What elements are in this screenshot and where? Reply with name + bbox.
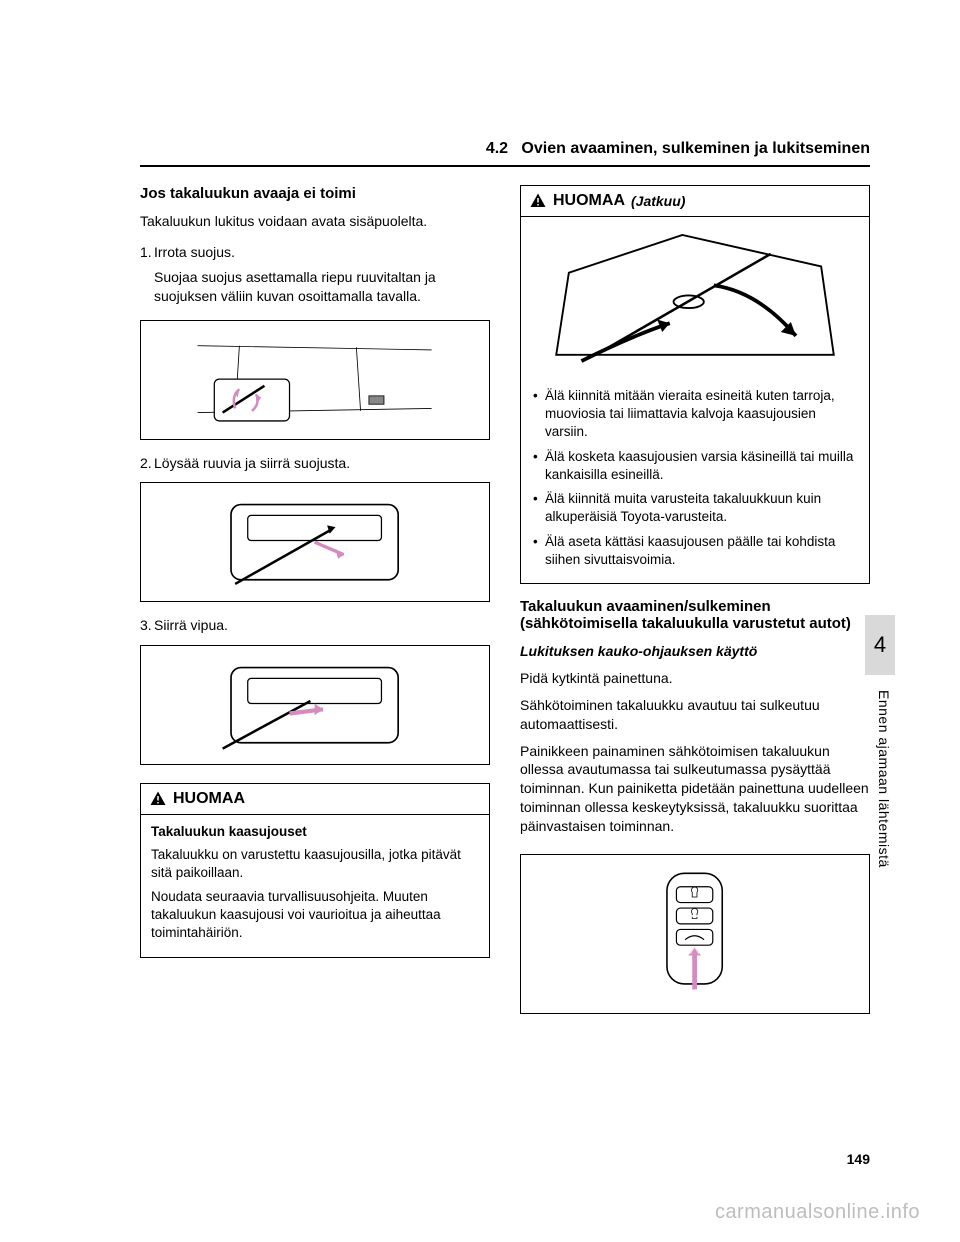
right-p2: Sähkötoiminen takaluukku avautuu tai sul… xyxy=(520,696,870,734)
notice-header-left: HUOMAA xyxy=(141,784,489,815)
notice-body-right: Älä kiinnitä mitään vieraita esineitä ku… xyxy=(521,217,869,583)
section-title: Ovien avaaminen, sulkeminen ja lukitsemi… xyxy=(521,140,870,157)
warning-icon xyxy=(529,192,547,210)
step-3-number: 3. xyxy=(140,616,154,635)
page-header: 4.2 Ovien avaaminen, sulkeminen ja lukit… xyxy=(140,140,870,158)
page-number: 149 xyxy=(847,1151,870,1167)
notice-box-right: HUOMAA (Jatkuu) xyxy=(520,185,870,584)
right-subheading-italic: Lukituksen kauko-ohjauksen käyttö xyxy=(520,642,870,661)
notice-title-right: HUOMAA xyxy=(553,192,625,210)
notice-header-right: HUOMAA (Jatkuu) xyxy=(521,186,869,217)
notice-continued: (Jatkuu) xyxy=(631,193,685,209)
illustration-screwdriver-cover xyxy=(158,329,471,429)
notice-bullet-3: Älä kiinnitä muita varusteita takaluukku… xyxy=(531,490,859,526)
step-1-sub: Suojaa suojus asettamalla riepu ruuvital… xyxy=(154,268,490,306)
left-column: Jos takaluukun avaaja ei toimi Takaluuku… xyxy=(140,185,490,1152)
figure-remove-cover xyxy=(140,320,490,440)
step-1-text: Irrota suojus. xyxy=(154,244,235,260)
notice-bullet-2: Älä kosketa kaasujousien varsia käsineil… xyxy=(531,448,859,484)
step-1-number: 1. xyxy=(140,243,154,262)
notice-bullet-1: Älä kiinnitä mitään vieraita esineitä ku… xyxy=(531,387,859,442)
notice-body-left: Takaluukun kaasujouset Takaluukku on var… xyxy=(141,815,489,956)
left-intro: Takaluukun lukitus voidaan avata sisäpuo… xyxy=(140,212,490,231)
chapter-label-vertical: Ennen ajamaan lähtemistä xyxy=(876,690,892,868)
figure-key-fob xyxy=(520,854,870,1014)
figure-loosen-screw xyxy=(140,482,490,602)
header-rule xyxy=(140,165,870,167)
step-1: 1.Irrota suojus. xyxy=(154,243,490,262)
left-heading: Jos takaluukun avaaja ei toimi xyxy=(140,185,490,202)
notice-subtitle: Takaluukun kaasujouset xyxy=(151,823,479,841)
right-p1: Pidä kytkintä painettuna. xyxy=(520,669,870,688)
illustration-key-fob xyxy=(538,867,851,1001)
illustration-gas-strut xyxy=(531,216,859,393)
step-2: 2.Löysää ruuvia ja siirrä suojusta. xyxy=(154,454,490,473)
right-column: HUOMAA (Jatkuu) xyxy=(520,185,870,1152)
notice-p1: Takaluukku on varustettu kaasujousilla, … xyxy=(151,846,479,882)
manual-page: 4.2 Ovien avaaminen, sulkeminen ja lukit… xyxy=(0,0,960,1242)
step-2-text: Löysää ruuvia ja siirrä suojusta. xyxy=(154,455,350,471)
notice-title-left: HUOMAA xyxy=(173,790,245,808)
right-p3: Painikkeen painaminen sähkötoimisen taka… xyxy=(520,742,870,836)
warning-icon xyxy=(149,790,167,808)
notice-bullet-4: Älä aseta kättäsi kaasujousen päälle tai… xyxy=(531,533,859,569)
notice-bullet-list: Älä kiinnitä mitään vieraita esineitä ku… xyxy=(531,387,859,569)
watermark: carmanualsonline.info xyxy=(715,1201,920,1224)
step-3-text: Siirrä vipua. xyxy=(154,617,228,633)
right-heading-2: Takaluukun avaaminen/sulkeminen (sähköto… xyxy=(520,598,870,632)
illustration-move-lever xyxy=(158,655,471,755)
figure-move-lever xyxy=(140,645,490,765)
chapter-number: 4 xyxy=(874,632,886,658)
step-3: 3.Siirrä vipua. xyxy=(154,616,490,635)
section-number: 4.2 xyxy=(486,140,508,157)
notice-p2: Noudata seuraavia turvallisuusohjeita. M… xyxy=(151,888,479,943)
illustration-loosen-screw xyxy=(158,492,471,592)
notice-box-left: HUOMAA Takaluukun kaasujouset Takaluukku… xyxy=(140,783,490,957)
figure-gas-strut xyxy=(531,229,859,379)
step-2-number: 2. xyxy=(140,454,154,473)
content-columns: Jos takaluukun avaaja ei toimi Takaluuku… xyxy=(140,185,870,1152)
